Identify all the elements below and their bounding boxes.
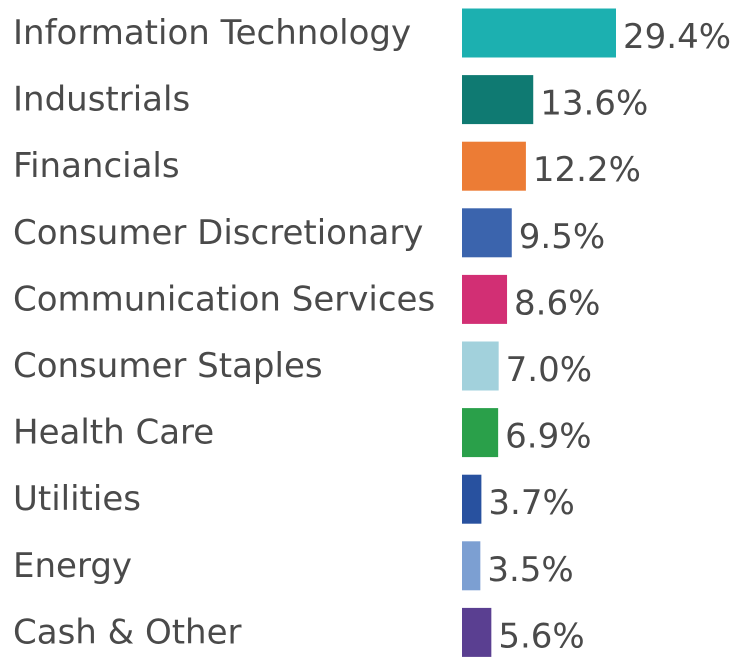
bar (462, 141, 526, 191)
bar (462, 541, 481, 591)
value-label: 3.5% (487, 550, 573, 590)
category-label: Communication Services (13, 279, 435, 319)
bar (462, 208, 512, 258)
bar (462, 408, 499, 458)
category-label: Energy (13, 546, 132, 586)
category-label: Industrials (13, 80, 190, 120)
category-label: Cash & Other (13, 612, 242, 652)
bar-row: Health Care 6.9% (13, 408, 592, 458)
bar-row: Utilities 3.7% (13, 474, 575, 524)
value-label: 8.6% (514, 283, 600, 323)
value-label: 6.9% (505, 417, 591, 457)
bar-row: Energy 3.5% (13, 541, 574, 591)
bar (462, 341, 499, 391)
category-label: Consumer Discretionary (13, 213, 423, 253)
value-label: 13.6% (540, 84, 648, 124)
bar-row: Financials 12.2% (13, 141, 641, 191)
bar-row: Communication Services 8.6% (13, 274, 600, 324)
value-label: 7.0% (506, 350, 592, 390)
value-label: 12.2% (533, 150, 641, 190)
chart-rows: Information Technology 29.4% Industrials 13… (13, 8, 731, 657)
value-label: 5.6% (498, 616, 584, 656)
value-label: 3.7% (488, 483, 574, 523)
bar-row: Information Technology 29.4% (13, 8, 731, 58)
bar-row: Consumer Staples 7.0% (13, 341, 592, 391)
category-label: Utilities (13, 479, 141, 519)
category-label: Information Technology (13, 13, 411, 53)
category-label: Financials (13, 146, 180, 186)
category-label: Consumer Staples (13, 346, 323, 386)
value-label: 29.4% (623, 17, 731, 57)
bar (462, 274, 508, 324)
bar (462, 474, 482, 524)
bar (462, 8, 616, 58)
bar-row: Industrials 13.6% (13, 75, 648, 125)
bar-row: Cash & Other 5.6% (13, 607, 585, 657)
bar (462, 607, 492, 657)
bar-row: Consumer Discretionary 9.5% (13, 208, 605, 258)
bar (462, 75, 534, 125)
value-label: 9.5% (519, 217, 605, 257)
category-label: Health Care (13, 413, 214, 453)
